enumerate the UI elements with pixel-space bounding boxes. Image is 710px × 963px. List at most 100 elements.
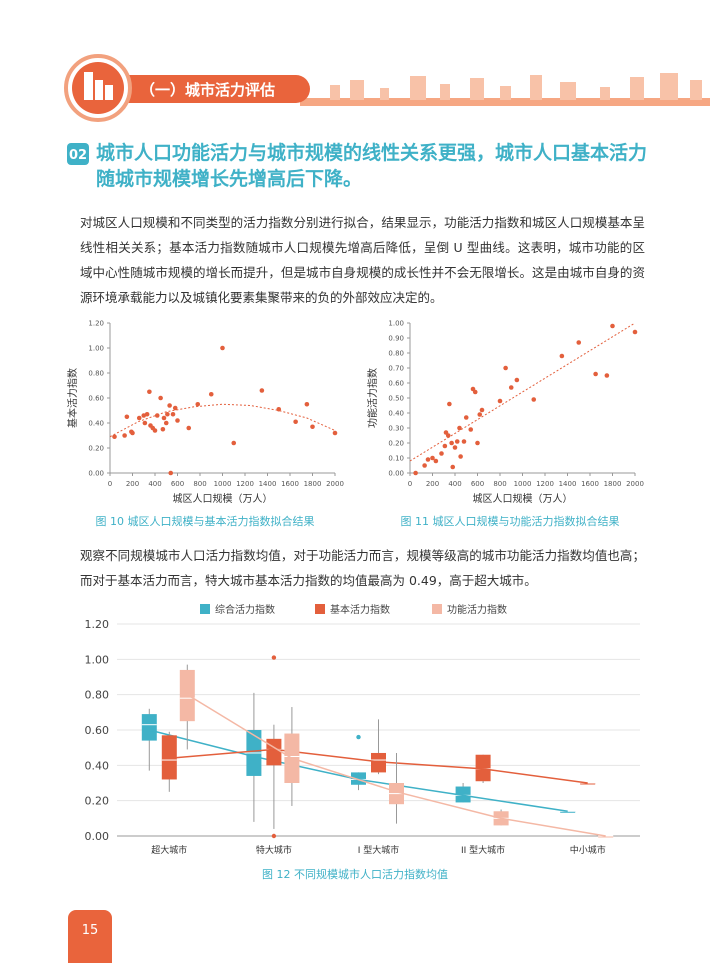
figure-caption: 图 11 城区人口规模与功能活力指数拟合结果 — [400, 515, 620, 528]
data-point — [144, 411, 150, 417]
x-tick-label: 1400 — [559, 480, 577, 488]
x-tick-label: 1400 — [259, 480, 277, 488]
data-point — [163, 420, 169, 426]
paragraph: 观察不同规模城市人口活力指数均值，对于功能活力而言，规模等级高的城市功能活力指数… — [80, 548, 645, 588]
y-tick-label: 0.20 — [88, 445, 104, 453]
x-tick-label: 0 — [108, 480, 112, 488]
data-point — [195, 401, 201, 407]
x-tick-label: 1800 — [304, 480, 322, 488]
x-tick-label: 1800 — [604, 480, 622, 488]
x-tick-label: 800 — [193, 480, 206, 488]
y-tick-label: 0.20 — [388, 440, 404, 448]
city-icon — [84, 72, 113, 100]
data-point — [531, 397, 537, 402]
box — [141, 714, 157, 741]
data-point — [276, 406, 282, 412]
x-tick-label: 2000 — [626, 480, 644, 488]
legend-swatch — [432, 604, 442, 614]
data-point — [452, 445, 458, 450]
data-point — [447, 401, 452, 407]
x-tick-label: 2000 — [326, 480, 344, 488]
y-axis-title: 基本活力指数 — [66, 368, 79, 428]
figure-caption: 图 10 城区人口规模与基本活力指数拟合结果 — [95, 515, 315, 528]
y-tick-label: 0.20 — [85, 795, 110, 808]
x-tick-label: 1000 — [214, 480, 232, 488]
x-tick-label: 特大城市 — [256, 844, 292, 856]
x-tick-label: 中小城市 — [570, 844, 606, 856]
box — [266, 738, 282, 766]
data-point — [310, 424, 315, 430]
x-tick-label: 200 — [126, 480, 139, 488]
box — [161, 735, 177, 780]
y-tick-label: 0.60 — [85, 724, 110, 737]
trend-line — [109, 403, 336, 438]
x-tick-label: 超大城市 — [151, 844, 187, 856]
legend-label: 基本活力指数 — [330, 603, 390, 616]
y-tick-label: 0.00 — [388, 470, 404, 478]
box — [351, 772, 366, 785]
x-tick-label: 400 — [448, 480, 461, 488]
y-tick-label: 0.80 — [85, 689, 110, 702]
y-tick-label: 0.60 — [88, 395, 104, 403]
data-point — [458, 454, 463, 459]
y-tick-label: 0.70 — [388, 365, 404, 373]
data-point — [450, 464, 456, 470]
y-tick-label: 0.40 — [85, 759, 110, 772]
data-point — [610, 323, 615, 329]
outlier — [356, 734, 361, 740]
mean-line — [149, 729, 568, 813]
data-point — [170, 411, 176, 417]
data-point — [332, 430, 338, 436]
data-point — [175, 418, 180, 423]
box-chart: 0.00 0.20 0.40 0.60 0.80 1.00 1.20 超大城市 特大城市 I 型大… — [85, 603, 640, 856]
data-point — [468, 427, 474, 432]
data-point — [442, 443, 448, 449]
box — [179, 669, 195, 722]
data-point — [422, 463, 427, 468]
y-tick-label: 1.20 — [85, 618, 110, 631]
data-point — [231, 440, 237, 446]
heading-number: 02 — [69, 148, 87, 163]
y-tick-label: 0.60 — [388, 380, 404, 388]
y-axis-title: 功能活力指数 — [366, 368, 379, 428]
data-point — [172, 405, 178, 411]
data-point — [461, 439, 467, 444]
data-point — [514, 377, 520, 383]
scatter-chart: 0.00 0.20 0.40 0.60 0.80 1.00 1.20 0 200 400 600 80… — [66, 320, 344, 506]
box — [580, 783, 596, 785]
data-point — [160, 426, 166, 432]
x-tick-label: 800 — [493, 480, 506, 488]
data-point — [439, 451, 444, 456]
data-point — [454, 439, 460, 444]
data-point — [463, 415, 469, 420]
x-tick-label: 1000 — [514, 480, 532, 488]
data-point — [130, 430, 135, 436]
data-point — [165, 411, 170, 417]
y-tick-label: 0.00 — [88, 470, 104, 478]
data-point — [304, 401, 310, 407]
data-point — [220, 345, 225, 351]
data-point — [576, 340, 582, 345]
data-point — [477, 412, 483, 417]
x-tick-label: 0 — [408, 480, 412, 488]
page-number: 15 — [68, 910, 112, 963]
skyline — [330, 73, 702, 100]
x-axis-title: 城区人口规模（万人） — [473, 492, 573, 505]
data-point — [425, 457, 431, 462]
header-banner: （一）城市活力评估 — [64, 54, 710, 122]
x-tick-label: 400 — [148, 480, 161, 488]
data-point — [142, 420, 148, 426]
y-tick-label: 1.00 — [388, 320, 404, 328]
x-tick-label: 600 — [171, 480, 184, 488]
data-point — [632, 329, 638, 335]
y-tick-label: 1.00 — [88, 345, 104, 353]
box — [371, 752, 386, 773]
legend-swatch — [200, 604, 210, 614]
data-point — [136, 415, 142, 421]
data-point — [158, 395, 163, 401]
data-point — [472, 389, 478, 395]
data-point — [433, 458, 439, 464]
data-point — [112, 434, 117, 440]
x-tick-label: II 型大城市 — [461, 844, 505, 856]
x-axis-title: 城区人口规模（万人） — [173, 492, 273, 505]
